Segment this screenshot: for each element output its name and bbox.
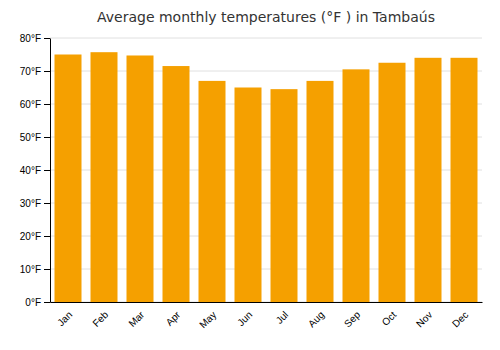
bar (235, 88, 262, 303)
y-tick-mark (44, 137, 50, 138)
y-tick-label: 10°F (20, 264, 41, 275)
grid (50, 38, 482, 302)
y-tick-label: 70°F (20, 66, 41, 77)
y-tick: 30°F (20, 198, 50, 209)
x-tick-label: Feb (90, 309, 110, 329)
y-tick: 50°F (20, 132, 50, 143)
y-tick-mark (44, 38, 50, 39)
x-tick: Jun (235, 309, 254, 328)
x-tick-label: Jul (274, 309, 291, 326)
bar (91, 52, 118, 302)
x-tick-label: Sep (342, 309, 363, 330)
y-tick-label: 0°F (25, 297, 41, 308)
x-tick: Mar (126, 309, 146, 329)
bar (55, 55, 82, 303)
title: Average monthly temperatures (°F ) in Ta… (97, 9, 435, 25)
y-tick-label: 30°F (20, 198, 41, 209)
x-tick-label: Jun (235, 309, 254, 328)
x-tick: Feb (90, 309, 110, 329)
x-tick: Jan (55, 309, 74, 328)
grid-line (50, 38, 482, 39)
y-tick: 80°F (20, 33, 50, 44)
bar (451, 58, 478, 302)
x-tick: Apr (164, 309, 183, 328)
chart-svg: 0°F 10°F 20°F 30°F 40°F 50°F 60°F 70°F 80°F Jan Fe… (0, 0, 500, 350)
x-tick: Dec (450, 309, 470, 329)
bar (127, 55, 154, 302)
bar (415, 58, 442, 302)
x-tick-label: Mar (126, 309, 146, 329)
y-tick-mark (44, 236, 50, 237)
y-tick-label: 80°F (20, 33, 41, 44)
y-axis: 0°F 10°F 20°F 30°F 40°F 50°F 60°F 70°F 80°F (20, 33, 51, 308)
y-tick-mark (44, 203, 50, 204)
y-tick-mark (44, 302, 50, 303)
y-tick-mark (44, 170, 50, 171)
chart-container: 0°F 10°F 20°F 30°F 40°F 50°F 60°F 70°F 80°F Jan Fe… (0, 0, 500, 350)
x-tick: Sep (342, 309, 363, 330)
bar (271, 89, 298, 302)
x-tick-label: Nov (414, 309, 434, 329)
y-tick-mark (44, 269, 50, 270)
y-axis-line (50, 39, 51, 303)
x-axis-line (51, 302, 483, 303)
y-tick: 60°F (20, 99, 50, 110)
y-tick: 10°F (20, 264, 50, 275)
x-axis: Jan Feb Mar Apr May Jun Jul Aug Sep Oct Nov Dec (51, 303, 483, 331)
y-tick-label: 50°F (20, 132, 41, 143)
y-tick: 40°F (20, 165, 50, 176)
bars (55, 52, 478, 302)
bar (343, 69, 370, 302)
y-tick-mark (44, 71, 50, 72)
x-tick-label: Dec (450, 309, 470, 329)
bar (379, 63, 406, 302)
y-tick-label: 40°F (20, 165, 41, 176)
x-tick: May (197, 309, 218, 330)
bar (307, 81, 334, 302)
x-tick: Aug (306, 309, 326, 329)
bar (163, 66, 190, 302)
y-tick: 20°F (20, 231, 50, 242)
y-tick: 70°F (20, 66, 50, 77)
y-tick-label: 60°F (20, 99, 41, 110)
x-tick: Jul (274, 309, 291, 326)
x-tick-label: Apr (164, 309, 183, 328)
x-tick-label: Aug (306, 309, 326, 329)
x-tick: Oct (380, 309, 399, 328)
x-tick-label: May (197, 309, 218, 330)
bar (199, 81, 226, 302)
x-tick: Nov (414, 309, 434, 329)
y-tick-mark (44, 104, 50, 105)
x-tick-label: Jan (55, 309, 74, 328)
y-tick-label: 20°F (20, 231, 41, 242)
x-tick-label: Oct (380, 309, 399, 328)
y-tick: 0°F (25, 297, 50, 308)
